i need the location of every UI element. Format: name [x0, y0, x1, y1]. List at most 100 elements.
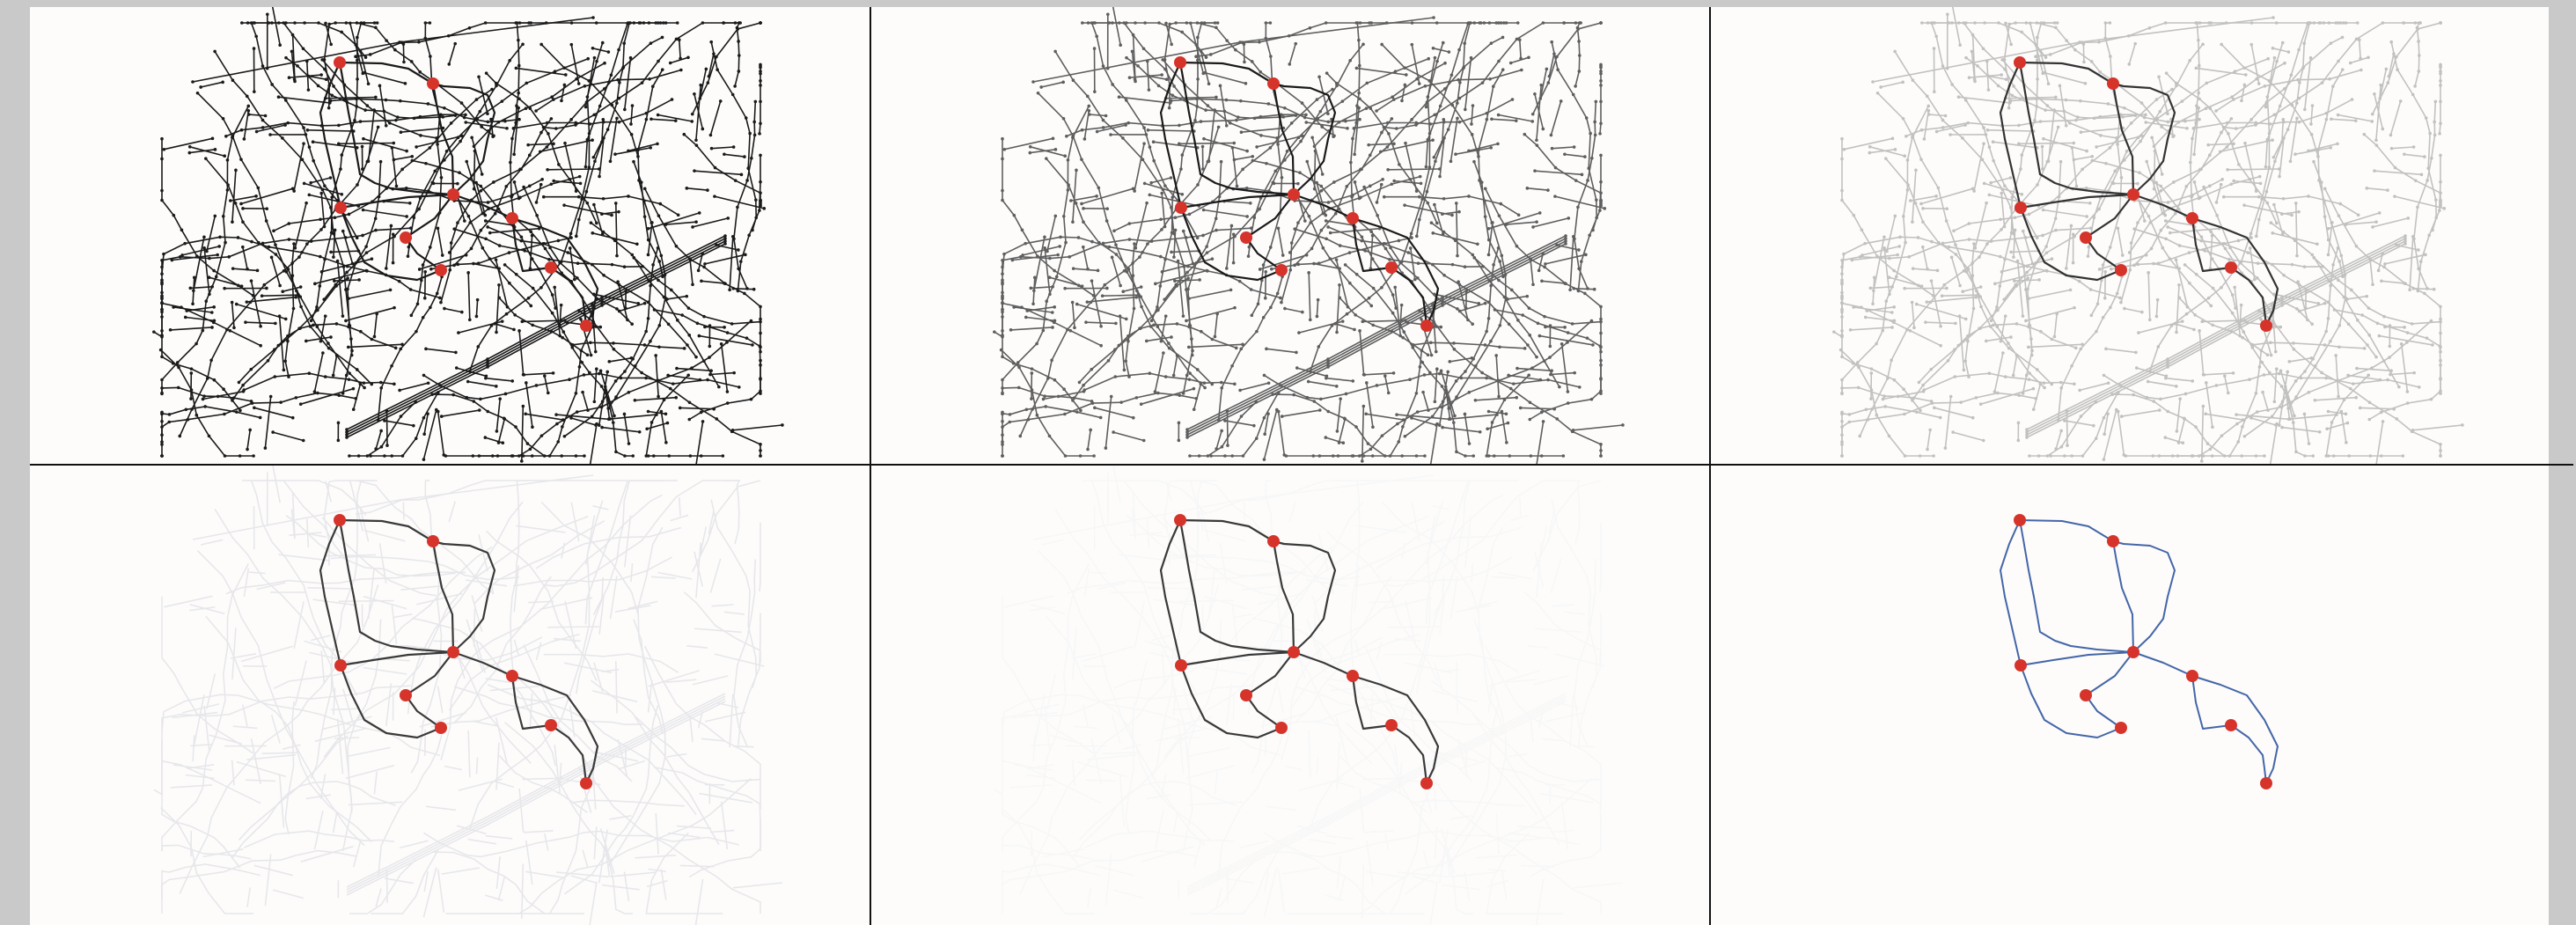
road-node — [603, 61, 606, 65]
road-node — [2123, 106, 2126, 110]
road-node — [292, 189, 296, 193]
road-node — [2258, 181, 2263, 186]
road-node — [1507, 373, 1510, 378]
road-node — [1149, 180, 1154, 185]
road-segment — [2005, 96, 2056, 99]
road-node — [1171, 195, 1175, 199]
road-segment — [2158, 77, 2169, 114]
road-segment — [185, 316, 215, 322]
road-segment — [2095, 135, 2143, 148]
road-node — [402, 60, 406, 64]
road-node — [2028, 324, 2032, 327]
road-node — [1979, 305, 1983, 309]
road-node — [1306, 379, 1310, 384]
road-node — [1376, 214, 1379, 217]
road-node — [527, 21, 531, 25]
road-segment — [333, 230, 336, 258]
road-node — [1273, 169, 1278, 173]
road-segment — [1185, 306, 1236, 322]
road-node — [2412, 237, 2416, 241]
road-node — [2389, 146, 2394, 150]
road-node — [2187, 251, 2191, 254]
road-node — [1466, 21, 1470, 26]
road-segment — [1410, 247, 1416, 280]
road-node — [1449, 73, 1454, 77]
road-node — [1068, 328, 1073, 333]
road-node — [1909, 199, 1912, 202]
road-node — [1999, 217, 2002, 222]
road-segment — [1325, 377, 1354, 382]
road-node — [2034, 261, 2038, 265]
road-node — [517, 91, 520, 95]
road-node — [1941, 118, 1945, 122]
road-node — [2326, 454, 2330, 458]
road-node — [2055, 312, 2059, 316]
road-node — [2249, 236, 2253, 239]
road-node — [2201, 42, 2205, 47]
road-node — [713, 195, 716, 198]
road-node — [270, 83, 274, 86]
road-node — [2116, 391, 2120, 394]
road-segment — [1380, 139, 1434, 153]
road-node — [2413, 84, 2417, 88]
road-node — [1564, 234, 1567, 238]
road-node — [2028, 371, 2031, 375]
road-node — [375, 312, 378, 316]
road-node — [207, 434, 211, 438]
road-segment — [253, 407, 294, 419]
road-node — [1080, 158, 1083, 161]
road-node — [180, 228, 184, 232]
route-edge — [432, 82, 496, 195]
road-node — [1357, 91, 1361, 95]
road-segment — [1986, 61, 1990, 91]
road-node — [2027, 378, 2031, 381]
road-node — [1576, 289, 1581, 293]
road-node — [690, 112, 694, 116]
road-node — [1131, 261, 1134, 265]
road-node — [2271, 231, 2275, 235]
road-node — [759, 331, 762, 335]
road-segment — [1325, 220, 1354, 226]
road-node — [1863, 315, 1868, 319]
road-node — [1326, 120, 1331, 124]
road-node — [242, 137, 246, 141]
road-node — [2232, 98, 2235, 101]
road-node — [1208, 53, 1213, 56]
road-node — [2417, 248, 2420, 252]
road-node — [1001, 378, 1004, 382]
road-node — [1442, 196, 1446, 201]
road-node — [576, 261, 580, 265]
road-node — [1599, 449, 1603, 452]
road-node — [480, 125, 484, 128]
road-segment — [1853, 306, 1892, 313]
road-node — [2303, 454, 2307, 458]
road-node — [1892, 319, 1897, 323]
road-node — [2157, 454, 2161, 458]
road-node — [2044, 55, 2048, 59]
road-node — [2301, 66, 2305, 70]
road-segment — [2028, 289, 2071, 299]
road-node — [1546, 188, 1550, 192]
road-node — [1010, 258, 1015, 262]
road-node — [588, 371, 591, 375]
road-node — [2272, 202, 2276, 207]
road-segment — [320, 193, 326, 227]
road-node — [1358, 329, 1361, 333]
road-node — [2000, 187, 2005, 192]
road-node — [223, 454, 227, 458]
road-node — [2354, 37, 2359, 41]
road-node — [2009, 206, 2013, 209]
road-node — [2311, 454, 2315, 458]
road-node — [1579, 21, 1582, 25]
road-segment — [452, 191, 532, 306]
road-node — [1529, 454, 1533, 458]
road-node — [1946, 12, 1949, 17]
road-segment — [1388, 168, 1440, 171]
road-segment — [2413, 101, 2437, 290]
road-node — [690, 120, 694, 123]
road-node — [483, 436, 488, 439]
road-node — [201, 397, 205, 401]
road-node — [709, 146, 714, 150]
road-segment — [2220, 43, 2319, 158]
road-segment — [1844, 137, 1893, 150]
